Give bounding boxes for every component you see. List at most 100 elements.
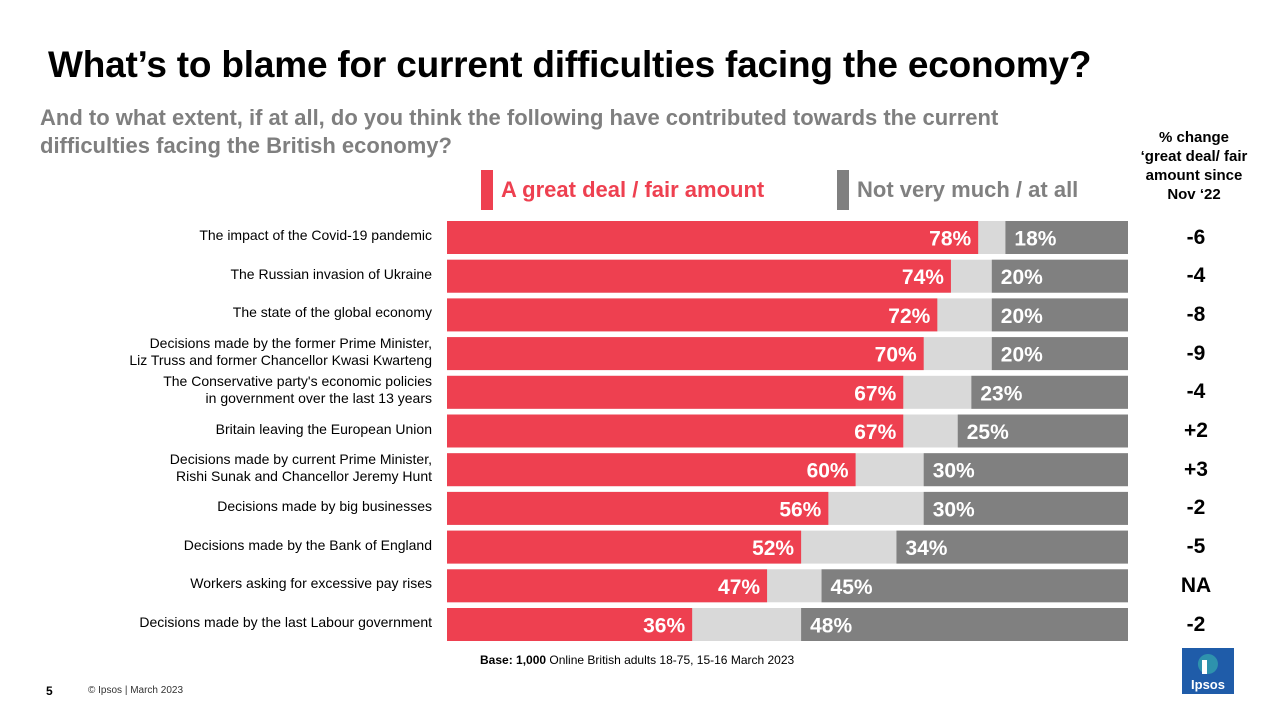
page-number: 5 [46, 684, 53, 698]
category-label: Decisions made by the last Labour govern… [139, 614, 432, 631]
category-label: The state of the global economy [233, 304, 432, 321]
data-label-disagree: 18% [1014, 228, 1056, 251]
category-label-line: Decisions made by current Prime Minister… [169, 450, 432, 467]
data-label-agree: 47% [718, 576, 760, 599]
bar-agree [447, 491, 829, 525]
bar-neutral [447, 337, 1128, 371]
data-label-disagree: 48% [810, 615, 852, 638]
logo-mark [1197, 654, 1218, 674]
change-value: -5 [1186, 535, 1206, 559]
data-label-agree: 67% [854, 421, 896, 444]
data-label-disagree: 20% [1001, 344, 1043, 367]
bar-neutral [447, 608, 1128, 641]
bar-disagree [991, 298, 1128, 332]
data-label-disagree: 30% [933, 498, 975, 521]
data-label-agree: 56% [779, 498, 821, 521]
bar-neutral [447, 298, 1128, 332]
category-label-line: Britain leaving the European Union [215, 420, 432, 437]
change-value: -9 [1186, 341, 1206, 365]
change-value: -4 [1186, 264, 1206, 288]
legend-swatch-agree [481, 170, 493, 210]
data-label-disagree: 30% [933, 460, 975, 483]
data-label-disagree: 45% [831, 576, 873, 599]
change-value: NA [1180, 573, 1212, 597]
bar-neutral [447, 375, 1128, 409]
bar-agree [447, 530, 802, 564]
category-label-line: Rishi Sunak and Chancellor Jeremy Hunt [175, 467, 432, 484]
data-label-disagree: 34% [905, 537, 947, 560]
data-label-agree: 60% [807, 460, 849, 483]
change-value: -2 [1186, 612, 1206, 636]
category-label: The Conservative party's economic polici… [163, 373, 432, 407]
category-label-line: Decisions made by the last Labour govern… [139, 614, 432, 630]
bar-disagree [801, 608, 1128, 641]
category-label: The Russian invasion of Ukraine [230, 266, 432, 283]
data-label-agree: 78% [929, 228, 971, 251]
category-label-line: The impact of the Covid-19 pandemic [199, 227, 432, 243]
legend-label-agree: A great deal / fair amount [501, 177, 765, 202]
category-label-line: The state of the global economy [232, 304, 432, 321]
change-value: +2 [1184, 419, 1208, 442]
category-label: Workers asking for excessive pay rises [190, 575, 432, 592]
change-value: -8 [1186, 302, 1206, 326]
bar-disagree [923, 453, 1128, 487]
data-label-agree: 36% [643, 615, 685, 638]
category-label-line: The Conservative party's economic polici… [163, 373, 432, 390]
data-label-disagree: 23% [980, 382, 1022, 405]
category-label-line: The Russian invasion of Ukraine [230, 265, 432, 282]
legend-swatch-disagree [837, 170, 849, 210]
legend-label-disagree: Not very much / at all [857, 177, 1079, 202]
category-label-line: Decisions made by the Bank of England [183, 536, 432, 553]
logo-text: Ipsos [1191, 677, 1225, 692]
bar-neutral [447, 491, 1128, 525]
base-note: Base: 1,000 Online British adults 18-75,… [480, 653, 794, 667]
category-label-line: Liz Truss and former Chancellor Kwasi Kw… [129, 351, 432, 368]
bar-agree [447, 453, 856, 487]
base-note-rest: Online British adults 18-75, 15-16 March… [546, 653, 795, 667]
bar-disagree [896, 530, 1128, 564]
ipsos-logo: Ipsos [1182, 648, 1234, 694]
data-label-disagree: 25% [967, 421, 1009, 444]
change-value: -2 [1186, 496, 1206, 520]
bar-neutral [447, 530, 1128, 564]
category-label: The impact of the Covid-19 pandemic [199, 227, 432, 244]
bar-agree [447, 414, 904, 448]
data-label-disagree: 20% [1001, 266, 1043, 289]
bar-agree [447, 375, 904, 409]
data-label-agree: 67% [854, 382, 896, 405]
bar-disagree [971, 375, 1128, 409]
data-label-disagree: 20% [1001, 305, 1043, 328]
bar-agree [447, 337, 924, 371]
bar-agree [447, 221, 979, 254]
bar-disagree [957, 414, 1128, 448]
bar-disagree [991, 337, 1128, 371]
data-label-agree: 72% [888, 305, 930, 328]
bar-disagree [923, 491, 1128, 525]
bar-neutral [447, 221, 1128, 254]
change-value: -4 [1186, 380, 1206, 404]
logo-bar [1202, 660, 1207, 674]
bar-disagree [821, 569, 1128, 603]
change-column-header: % change ‘great deal/ fair amount since … [1140, 129, 1248, 203]
category-label: Decisions made by current Prime Minister… [170, 451, 432, 485]
copyright-text: © Ipsos | March 2023 [88, 685, 184, 696]
bar-neutral [447, 569, 1128, 603]
data-label-agree: 70% [875, 344, 917, 367]
category-label: Decisions made by the former Prime Minis… [129, 335, 432, 369]
data-label-agree: 74% [902, 266, 944, 289]
category-label-line: in government over the last 13 years [205, 390, 432, 407]
bar-agree [447, 569, 768, 603]
bar-neutral [447, 259, 1128, 293]
category-label-line: Decisions made by the former Prime Minis… [149, 334, 432, 351]
change-value: +3 [1184, 457, 1208, 481]
bar-agree [447, 259, 951, 293]
category-label: Decisions made by big businesses [217, 498, 432, 515]
bar-disagree [991, 259, 1128, 293]
legend-agree: A great deal / fair amount [481, 170, 764, 210]
category-label: Britain leaving the European Union [216, 421, 432, 438]
question-subtitle: And to what extent, if at all, do you th… [40, 105, 999, 158]
category-label-line: Workers asking for excessive pay rises [190, 575, 432, 592]
base-note-bold: Base: 1,000 [480, 653, 547, 667]
bar-disagree [1005, 221, 1128, 254]
bar-neutral [447, 414, 1128, 448]
